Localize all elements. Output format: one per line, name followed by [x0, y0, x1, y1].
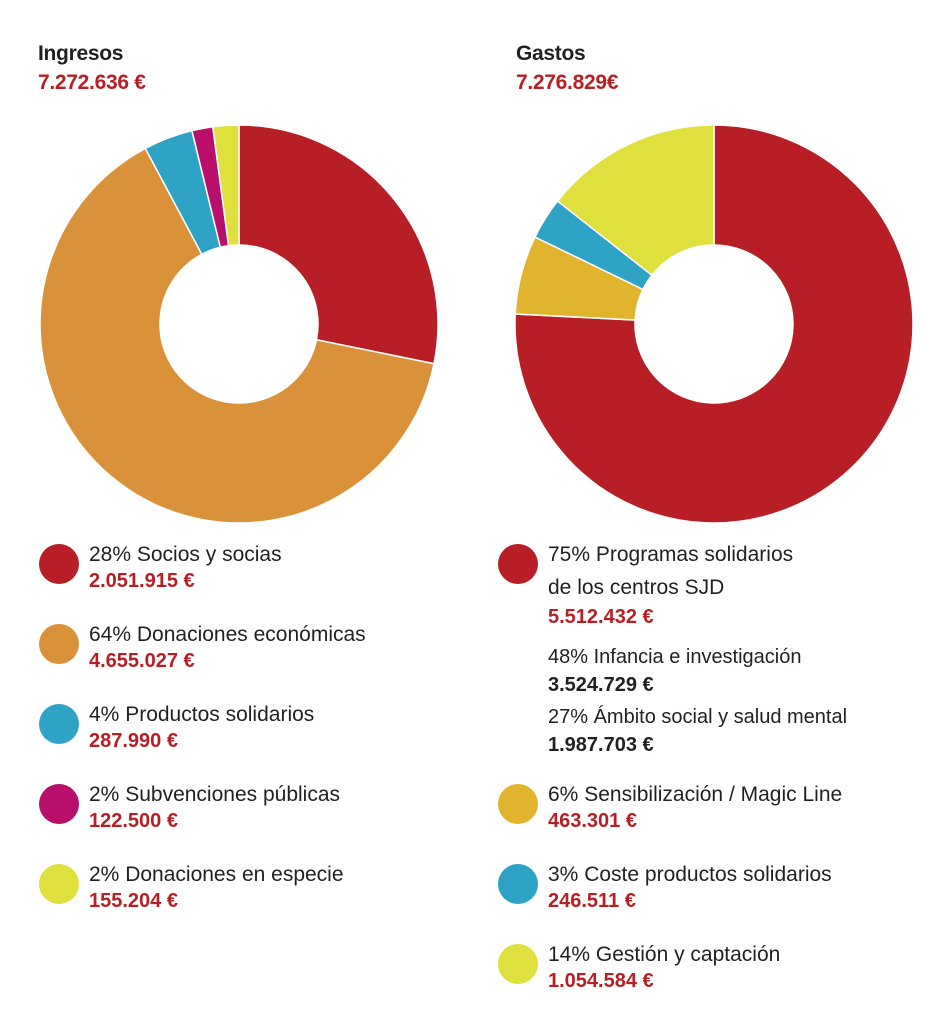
- legend-amount-socios: 2.051.915 €: [89, 570, 195, 592]
- ingresos-total: 7.272.636 €: [38, 71, 146, 94]
- legend-sub-label-social: 27% Ámbito social y salud mental: [548, 706, 848, 728]
- legend-amount-donaciones-especie: 155.204 €: [89, 890, 178, 912]
- gastos-slice-0: [514, 124, 914, 524]
- ingresos-slice-1: [39, 147, 435, 524]
- legend-dot-sensibilizacion: [498, 784, 538, 824]
- ingresos-slice-4: [211, 124, 240, 247]
- ingresos-donut-chart: [39, 124, 439, 524]
- gastos-panel: Gastos 7.276.829€ 75% Programas solidari…: [470, 0, 945, 1024]
- legend-label-coste-productos: 3% Coste productos solidarios: [548, 863, 832, 886]
- legend-dot-subvenciones: [39, 784, 79, 824]
- legend-amount-productos-solidarios: 287.990 €: [89, 730, 178, 752]
- legend-label-programas: 75% Programas solidarios: [548, 543, 794, 566]
- legend-dot-socios: [39, 544, 79, 584]
- legend-amount-subvenciones: 122.500 €: [89, 810, 178, 832]
- ingresos-title: Ingresos: [38, 42, 124, 65]
- legend-label-donaciones-economicas: 64% Donaciones económicas: [89, 623, 366, 646]
- legend-label-programas-line2: de los centros SJD: [548, 576, 725, 599]
- legend-amount-donaciones-economicas: 4.655.027 €: [89, 650, 195, 672]
- legend-label-socios: 28% Socios y socias: [89, 543, 282, 566]
- legend-dot-productos-solidarios: [39, 704, 79, 744]
- legend-sub-amount-social: 1.987.703 €: [548, 734, 654, 756]
- gastos-title: Gastos: [516, 42, 586, 65]
- legend-sub-amount-infancia: 3.524.729 €: [548, 674, 654, 696]
- legend-dot-coste-productos: [498, 864, 538, 904]
- legend-label-productos-solidarios: 4% Productos solidarios: [89, 703, 315, 726]
- gastos-donut-chart: [514, 124, 914, 524]
- legend-amount-gestion: 1.054.584 €: [548, 970, 654, 992]
- legend-amount-sensibilizacion: 463.301 €: [548, 810, 637, 832]
- ingresos-slice-0: [238, 124, 439, 365]
- legend-label-donaciones-especie: 2% Donaciones en especie: [89, 863, 344, 886]
- legend-dot-donaciones-economicas: [39, 624, 79, 664]
- gastos-slice-3: [556, 124, 715, 277]
- legend-amount-programas: 5.512.432 €: [548, 606, 654, 628]
- legend-label-subvenciones: 2% Subvenciones públicas: [89, 783, 341, 806]
- ingresos-panel: Ingresos 7.272.636 € 28% Socios y socias…: [0, 0, 470, 1024]
- legend-sub-label-infancia: 48% Infancia e investigación: [548, 646, 802, 668]
- gastos-total: 7.276.829€: [516, 71, 619, 94]
- legend-dot-gestion: [498, 944, 538, 984]
- legend-label-gestion: 14% Gestión y captación: [548, 943, 781, 966]
- legend-label-sensibilizacion: 6% Sensibilización / Magic Line: [548, 783, 843, 806]
- legend-amount-coste-productos: 246.511 €: [548, 890, 636, 912]
- legend-dot-programas: [498, 544, 538, 584]
- legend-dot-donaciones-especie: [39, 864, 79, 904]
